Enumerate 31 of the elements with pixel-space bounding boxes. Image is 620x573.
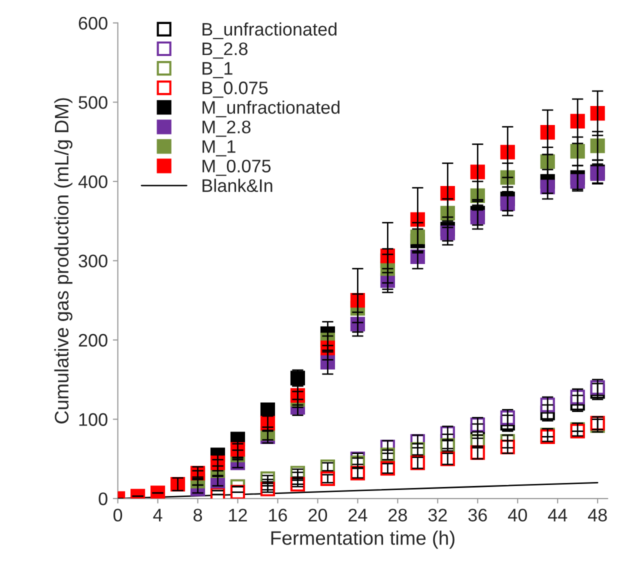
x-axis-title: Fermentation time (h) xyxy=(271,530,454,549)
x-tick-label: 4 xyxy=(153,508,162,522)
x-tick-label: 48 xyxy=(588,508,607,522)
legend-label: Blank&In xyxy=(202,178,272,192)
x-tick-label: 40 xyxy=(508,508,527,522)
x-tick-label: 20 xyxy=(308,508,328,522)
y-axis-title: Cumulative gas production (mL/g DM) xyxy=(54,98,72,424)
x-tick-label: 44 xyxy=(548,508,568,522)
legend-label: M_0.075 xyxy=(202,160,271,176)
y-tick-label: 300 xyxy=(78,254,108,268)
x-tick-label: 8 xyxy=(194,508,202,522)
legend-label: B_unfractionated xyxy=(202,22,336,40)
x-tick-label: 28 xyxy=(388,508,407,522)
legend-label: M_unfractionated xyxy=(202,100,340,118)
y-tick-label: 500 xyxy=(78,96,108,109)
legend-label: B_1 xyxy=(202,62,232,78)
y-tick-label: 0 xyxy=(98,492,108,506)
legend-label: B_0.075 xyxy=(202,82,268,98)
x-tick-label: 16 xyxy=(269,508,287,522)
y-tick-label: 600 xyxy=(78,16,108,30)
y-tick-label: 100 xyxy=(79,413,108,426)
legend-label: M_1 xyxy=(202,140,236,156)
legend-label: B_2.8 xyxy=(202,42,248,59)
x-tick-label: 32 xyxy=(428,508,447,522)
x-tick-label: 0 xyxy=(113,508,122,522)
x-tick-label: 36 xyxy=(468,508,487,522)
x-tick-label: 12 xyxy=(229,508,247,522)
y-tick-label: 200 xyxy=(78,334,108,347)
legend-label: M_2.8 xyxy=(202,120,250,137)
x-tick-label: 24 xyxy=(348,508,368,522)
y-tick-label: 400 xyxy=(78,175,108,188)
